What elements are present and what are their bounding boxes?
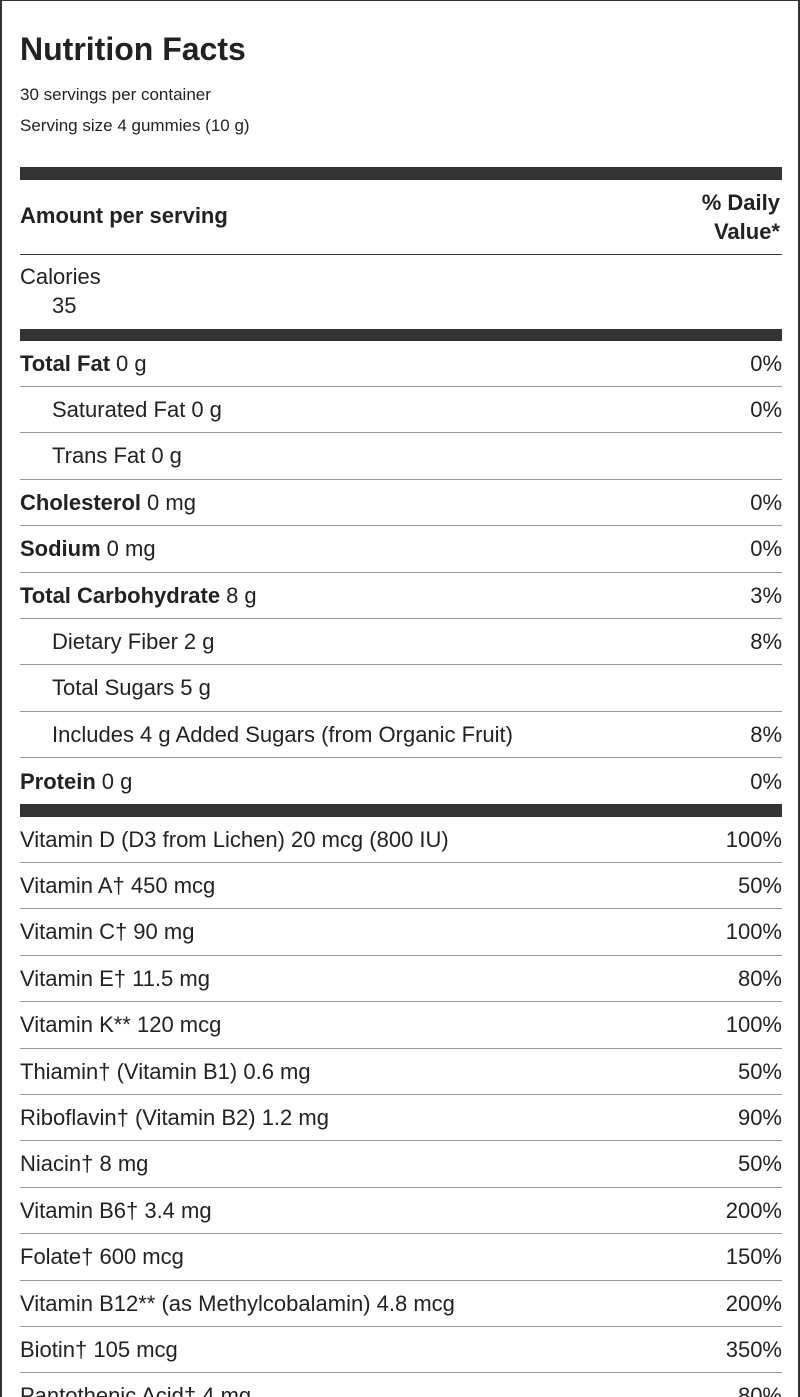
rule (20, 254, 782, 255)
title: Nutrition Facts (20, 31, 246, 67)
daily-value: 50% (737, 872, 782, 898)
serving-size: Serving size 4 gummies (10 g) (20, 116, 250, 135)
daily-value: 0% (750, 768, 782, 794)
nutrient-name: Total Fat (20, 350, 111, 376)
nutrient-name: Vitamin A† 450 mcg (20, 872, 216, 898)
nutrient-name: Vitamin K** 120 mcg (20, 1012, 222, 1038)
amount-header: Amount per serving (20, 203, 228, 228)
nutrient-row: Trans Fat 0 g (20, 434, 782, 480)
nutrient-row: Vitamin C† 90 mg 100% (20, 910, 782, 956)
nutrient-name: Saturated Fat (52, 396, 186, 422)
nutrient-row: Vitamin B12** (as Methylcobalamin) 4.8 m… (20, 1281, 782, 1327)
nutrient-name: Includes 4 g Added Sugars (from Organic … (52, 721, 513, 747)
servings: 30 servings per container (20, 85, 211, 104)
nutrient-row: Biotin† 105 mcg 350% (20, 1327, 782, 1374)
nutrient-row: Riboflavin† (Vitamin B2) 1.2 mg 90% (20, 1095, 782, 1142)
nutrient-row: Cholesterol 0 mg 0% (20, 480, 782, 527)
calories-value: 35 (52, 293, 77, 318)
nutrient-amount: 2 g (183, 628, 215, 654)
daily-value: 8% (750, 721, 782, 747)
nutrient-row: Vitamin K** 120 mcg 100% (20, 1003, 782, 1049)
thick-rule (20, 167, 782, 180)
nutrient-name: Folate† 600 mcg (20, 1244, 184, 1270)
daily-value: 50% (737, 1151, 782, 1177)
nutrient-amount: 0 mg (106, 536, 156, 562)
nutrient-name: Pantothenic Acid† 4 mg (20, 1383, 252, 1397)
nutrient-amount: 0 g (191, 396, 222, 422)
nutrient-name: Vitamin C† 90 mg (20, 919, 195, 945)
nutrient-row: Pantothenic Acid† 4 mg 80% (20, 1374, 782, 1397)
daily-value: 0% (750, 350, 782, 376)
nutrient-row: Total Fat 0 g 0% (20, 341, 782, 387)
nutrient-row: Vitamin B6† 3.4 mg 200% (20, 1188, 782, 1235)
daily-value: 0% (750, 489, 782, 515)
nutrient-name: Thiamin† (Vitamin B1) 0.6 mg (20, 1058, 311, 1084)
daily-value: 200% (725, 1290, 782, 1316)
nutrient-name: Vitamin B12** (as Methylcobalamin) 4.8 m… (20, 1290, 455, 1316)
nutrient-name: Vitamin B6† 3.4 mg (20, 1197, 212, 1223)
nutrient-row: Vitamin A† 450 mcg 50% (20, 863, 782, 910)
nutrient-row: Total Carbohydrate 8 g 3% (20, 573, 782, 619)
nutrient-name: Vitamin E† 11.5 mg (20, 965, 210, 991)
nutrient-amount: 5 g (180, 675, 211, 701)
dv-header-line: % Daily (701, 190, 780, 215)
nutrient-row: Folate† 600 mcg 150% (20, 1235, 782, 1281)
daily-value: 50% (737, 1058, 782, 1084)
calories-label: Calories (20, 264, 101, 289)
nutrient-name: Trans Fat (52, 443, 146, 469)
nutrient-row: Saturated Fat 0 g 0% (20, 387, 782, 434)
daily-value: 100% (725, 826, 782, 852)
daily-value: 0% (750, 396, 782, 422)
nutrient-row: Total Sugars 5 g (20, 666, 782, 712)
nutrient-name: Protein (20, 768, 96, 794)
daily-value: 200% (725, 1197, 782, 1223)
thick-rule (20, 804, 782, 817)
dv-header-line: Value* (713, 219, 780, 244)
nutrient-amount: 0 g (151, 443, 182, 469)
nutrient-row: Niacin† 8 mg 50% (20, 1142, 782, 1188)
nutrient-amount: 8 g (226, 582, 257, 608)
daily-value: 3% (750, 582, 782, 608)
daily-value: 8% (750, 628, 782, 654)
daily-value: 90% (737, 1104, 782, 1130)
daily-value: 0% (750, 536, 782, 562)
daily-value: 80% (737, 1383, 782, 1397)
nutrient-amount: 0 g (101, 768, 133, 794)
nutrient-name: Biotin† 105 mcg (20, 1336, 178, 1362)
nutrient-name: Vitamin D (D3 from Lichen) 20 mcg (800 I… (20, 826, 449, 852)
nutrient-row: Includes 4 g Added Sugars (from Organic … (20, 712, 782, 759)
daily-value: 80% (737, 965, 782, 991)
nutrient-row: Vitamin D (D3 from Lichen) 20 mcg (800 I… (20, 817, 782, 863)
dv-header: % Daily Value* (702, 188, 780, 246)
nutrient-amount: 0 g (116, 350, 147, 376)
nutrient-row: Sodium 0 mg 0% (20, 527, 782, 573)
nutrient-name: Dietary Fiber (52, 628, 178, 654)
nutrient-row: Thiamin† (Vitamin B1) 0.6 mg 50% (20, 1049, 782, 1095)
daily-value: 100% (725, 919, 782, 945)
nutrient-row: Vitamin E† 11.5 mg 80% (20, 956, 782, 1003)
nutrient-name: Cholesterol (20, 489, 142, 515)
nutrient-amount: 0 mg (147, 489, 196, 515)
nutrient-name: Total Carbohydrate (20, 582, 221, 608)
nutrient-name: Total Sugars (52, 675, 175, 701)
daily-value: 150% (725, 1244, 782, 1270)
nutrient-name: Niacin† 8 mg (20, 1151, 149, 1177)
nutrient-name: Riboflavin† (Vitamin B2) 1.2 mg (20, 1104, 329, 1130)
daily-value: 350% (725, 1336, 782, 1362)
daily-value: 100% (725, 1012, 782, 1038)
nutrient-row: Dietary Fiber 2 g 8% (20, 619, 782, 666)
nutrient-row: Protein 0 g 0% (20, 759, 782, 805)
nutrient-name: Sodium (20, 536, 101, 562)
thick-rule (20, 329, 782, 341)
